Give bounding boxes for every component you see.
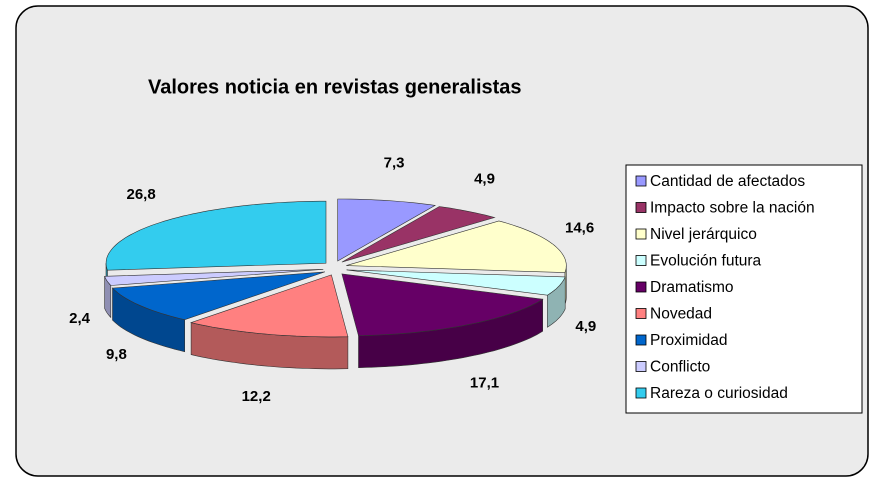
legend-swatch [635,308,647,319]
legend-label: Impacto sobre la nación [650,200,815,217]
legend-label: Proximidad [650,332,728,349]
legend-swatch [635,202,647,213]
data-label: 9,8 [106,346,127,363]
legend-swatch [635,228,647,240]
chart-title: Valores noticia en revistas generalistas [148,76,522,98]
slice [190,274,349,338]
slice [111,271,325,321]
legend-label: Conflicto [650,359,710,376]
slice [104,269,324,286]
data-label: 14,6 [565,219,594,236]
data-label: 2,4 [69,310,91,327]
slice [346,269,566,296]
legend-swatch [635,361,647,372]
legend-label: Nivel jerárquico [650,226,757,243]
legend-label: Rareza o curiosidad [650,385,788,402]
data-label: 7,3 [384,155,405,172]
legend-label: Novedad [650,306,712,323]
legend-label: Evolución futura [650,253,762,270]
slice [337,198,437,262]
legend-swatch [635,255,647,266]
slice [341,273,544,337]
data-label: 4,9 [474,170,495,187]
legend-label: Dramatismo [650,279,734,296]
legend-box [625,164,863,414]
legend-swatch [635,334,647,346]
legend-label: Cantidad de afectados [650,173,805,190]
legend: Cantidad de afectados Impacto sobre la na… [635,173,815,402]
data-label: 12,2 [242,388,271,405]
data-label: 26,8 [126,186,155,203]
legend-swatch [635,281,647,293]
data-label: 17,1 [470,374,499,391]
legend-swatch [635,387,647,399]
slice [346,220,567,273]
slice [105,200,327,271]
pie: 7,3 4,9 14,6 4,9 17,1 12,2 9,8 2,4 26,8 [69,155,596,406]
slice [341,206,496,263]
data-label: 4,9 [575,318,596,335]
legend-swatch [635,175,647,187]
